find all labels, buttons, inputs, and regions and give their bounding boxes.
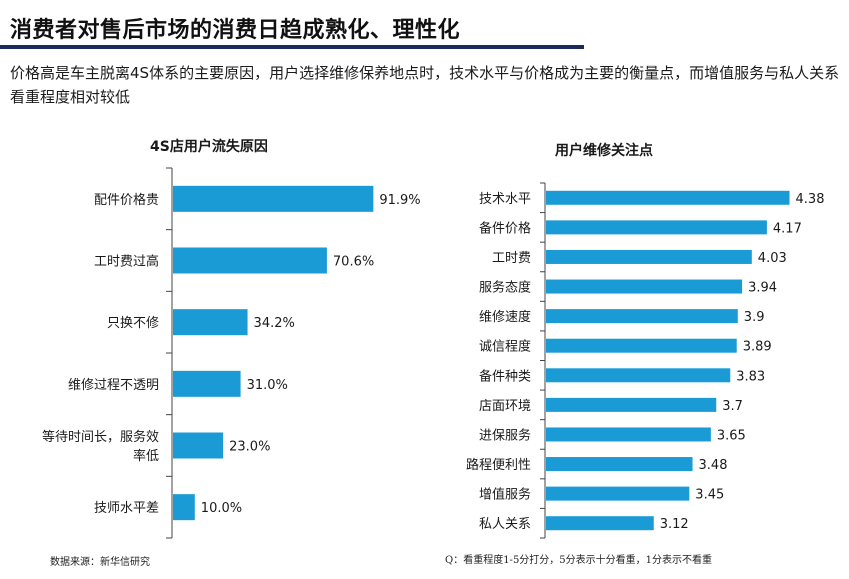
chart-2-data-label: 4.03 xyxy=(758,251,787,266)
chart-2-category-label: 路程便利性 xyxy=(466,457,531,473)
chart-2-bar xyxy=(546,427,711,442)
chart-1-category-label: 只换不修 xyxy=(107,316,159,331)
chart-2-data-label: 3.65 xyxy=(717,428,746,443)
chart-1-category-label: 维修过程不透明 xyxy=(68,378,159,393)
chart-1-bar xyxy=(173,432,224,459)
chart-2-bar xyxy=(546,220,767,235)
chart-1-category-label: 率低 xyxy=(133,448,159,464)
chart-1-category-label: 技师水平差 xyxy=(94,501,159,516)
chart-1-category-label: 工时费过高 xyxy=(94,254,159,270)
chart-2-data-label: 3.94 xyxy=(748,281,777,296)
left-chart-title: 4S店用户流失原因 xyxy=(150,139,268,155)
chart-1-category-label: 配件价格贵 xyxy=(94,192,159,208)
chart-1-bar xyxy=(173,309,248,336)
chart-2-category-label: 增值服务 xyxy=(479,487,531,503)
chart-2-category-label: 备件价格 xyxy=(479,220,531,236)
chart-2-bar xyxy=(546,516,654,531)
chart-2-data-label: 3.83 xyxy=(736,369,765,384)
chart-2-category-label: 进保服务 xyxy=(479,427,531,443)
chart-2-bar xyxy=(546,457,693,472)
chart-1-data-label: 23.0% xyxy=(229,440,270,455)
chart-2-category-label: 备件种类 xyxy=(479,368,531,384)
chart-1-data-label: 91.9% xyxy=(379,193,420,208)
chart-2-bar xyxy=(546,279,743,294)
chart-2-category-label: 技术水平 xyxy=(479,192,531,207)
scale-note: Q：看重程度1-5分打分，5分表示十分看重，1分表示不看重 xyxy=(445,555,713,566)
chart-2-category-label: 维修速度 xyxy=(479,309,531,325)
chart-1-bar xyxy=(173,494,195,521)
chart-2-bar xyxy=(546,190,790,205)
chart-1-data-label: 70.6% xyxy=(333,255,374,270)
chart-1-bar xyxy=(173,370,241,397)
chart-2-bar xyxy=(546,309,738,324)
chart-2-category-label: 私人关系 xyxy=(479,517,531,532)
chart-2-data-label: 3.12 xyxy=(660,517,689,532)
page-subtitle: 价格高是车主脱离4S体系的主要原因，用户选择维修保养地点时，技术水平与价格成为主… xyxy=(10,64,840,106)
chart-1-category-label: 等待时间长，服务效 xyxy=(42,429,159,445)
chart-1-data-label: 34.2% xyxy=(254,316,295,331)
chart-2-bar xyxy=(546,397,717,412)
chart-2-data-label: 4.17 xyxy=(773,221,802,236)
chart-2-bar xyxy=(546,338,737,353)
chart-2-data-label: 3.9 xyxy=(744,310,765,325)
chart-2-data-label: 3.45 xyxy=(695,488,724,503)
chart-1-data-label: 31.0% xyxy=(247,378,288,393)
chart-2-category-label: 工时费 xyxy=(492,251,531,266)
source-note: 数据来源：新华信研究 xyxy=(50,557,150,568)
chart-1-bar xyxy=(173,185,374,212)
chart-2-category-label: 店面环境 xyxy=(479,399,531,414)
chart-1-data-label: 10.0% xyxy=(201,501,242,516)
chart-2-bar xyxy=(546,249,752,264)
right-chart-title: 用户维修关注点 xyxy=(555,143,653,159)
title-rule xyxy=(0,45,584,49)
chart-2-data-label: 3.48 xyxy=(699,458,728,473)
page-title: 消费者对售后市场的消费日趋成熟化、理性化 xyxy=(10,18,461,43)
chart-2-bar xyxy=(546,486,690,501)
chart-2-data-label: 3.7 xyxy=(722,399,743,414)
chart-2-category-label: 服务态度 xyxy=(479,280,531,296)
chart-2-data-label: 4.38 xyxy=(796,192,825,207)
chart-2-category-label: 诚信程度 xyxy=(479,339,531,355)
chart-2-data-label: 3.89 xyxy=(743,340,772,355)
chart-2-bar xyxy=(546,368,731,383)
chart-1-bar xyxy=(173,247,327,274)
